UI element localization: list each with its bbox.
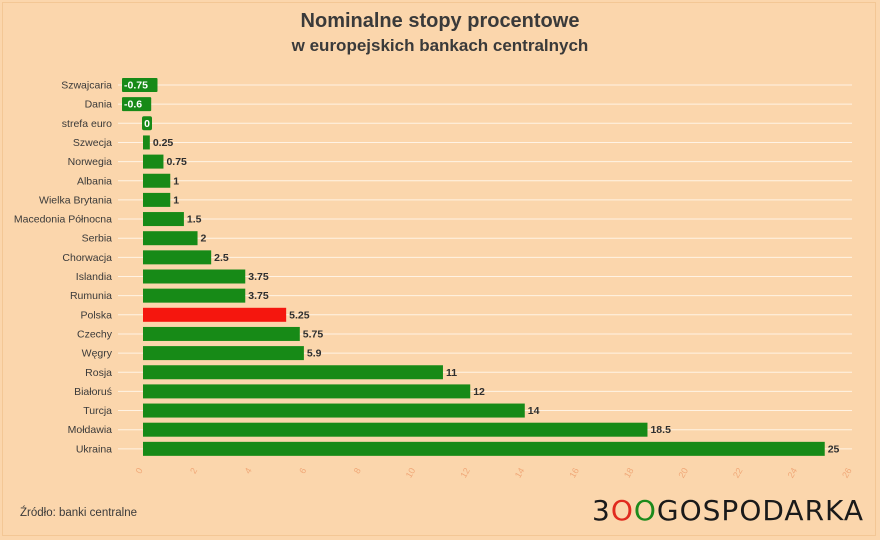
value-label: 5.9 — [307, 348, 322, 360]
category-label: Norwegia — [68, 156, 113, 168]
category-label: Chorwacja — [62, 252, 112, 264]
bar — [143, 365, 443, 380]
category-label: Szwajcaria — [61, 80, 112, 92]
category-label: Białoruś — [74, 386, 112, 398]
bar — [143, 135, 150, 150]
value-label: 1 — [173, 175, 179, 187]
category-label: strefa euro — [62, 118, 112, 130]
category-label: Turcja — [83, 405, 112, 417]
value-label: 0 — [144, 118, 150, 130]
category-label: Wielka Brytania — [39, 194, 112, 206]
x-tick-label: 22 — [731, 466, 745, 480]
category-label: Islandia — [76, 271, 112, 283]
bar — [143, 346, 304, 361]
bar — [143, 288, 246, 303]
category-label: Rumunia — [70, 290, 112, 302]
value-label: 18.5 — [650, 424, 671, 436]
value-label: 2.5 — [214, 252, 229, 264]
logo-part-text: GOSPODARKA — [656, 494, 865, 527]
bar — [142, 116, 152, 131]
bar — [143, 154, 164, 169]
bar — [143, 422, 648, 437]
category-label: Macedonia Północna — [14, 214, 112, 226]
x-tick-label: 0 — [134, 466, 145, 475]
bar — [122, 78, 158, 92]
category-label: Ukraina — [76, 443, 112, 455]
logo-part-o-green: O — [633, 494, 657, 527]
logo-part-3: 3 — [592, 494, 611, 527]
value-label: 1 — [173, 194, 179, 206]
chart-subtitle: w europejskich bankach centralnych — [291, 36, 589, 55]
value-label: 5.25 — [289, 309, 310, 321]
bar — [143, 250, 212, 265]
x-tick-label: 26 — [840, 466, 854, 480]
category-label: Węgry — [82, 348, 113, 360]
category-label: Dania — [85, 99, 113, 111]
value-label: -0.6 — [124, 99, 142, 111]
bar — [143, 384, 471, 399]
category-label: Rosja — [85, 367, 112, 379]
category-label: Polska — [80, 309, 112, 321]
bar — [143, 192, 171, 207]
bar — [143, 231, 198, 246]
x-tick-label: 2 — [188, 466, 199, 475]
value-label: 3.75 — [248, 271, 269, 283]
x-tick-label: 24 — [786, 466, 800, 480]
bar — [143, 212, 184, 227]
bar — [122, 97, 152, 112]
x-tick-label: 10 — [404, 466, 418, 480]
value-label: 3.75 — [248, 290, 269, 302]
value-label: 0.25 — [153, 137, 174, 149]
x-tick-label: 6 — [297, 466, 308, 475]
x-tick-label: 4 — [243, 466, 254, 475]
value-label: 1.5 — [187, 214, 202, 226]
category-label: Mołdawia — [68, 424, 113, 436]
x-tick-label: 8 — [352, 466, 363, 475]
source-note: Źródło: banki centralne — [20, 507, 137, 519]
brand-logo: 3OOGOSPODARKA — [592, 494, 864, 528]
value-label: 14 — [528, 405, 540, 417]
bar — [143, 307, 287, 322]
value-label: 5.75 — [303, 328, 324, 340]
value-label: 11 — [446, 367, 457, 379]
category-label: Serbia — [82, 233, 113, 245]
bar — [143, 269, 246, 284]
bar — [143, 326, 300, 341]
category-label: Szwecja — [73, 137, 112, 149]
category-label: Albania — [77, 175, 112, 187]
x-tick-label: 12 — [458, 466, 472, 480]
category-label: Czechy — [77, 328, 113, 340]
x-tick-label: 16 — [567, 466, 581, 480]
value-label: 0.75 — [166, 156, 187, 168]
value-label: 2 — [201, 233, 207, 245]
value-label: -0.75 — [124, 80, 148, 92]
value-label: 25 — [828, 443, 840, 455]
x-tick-label: 20 — [676, 466, 690, 480]
x-tick-label: 14 — [513, 466, 527, 480]
bar — [143, 441, 825, 456]
x-tick-label: 18 — [622, 466, 636, 480]
chart-title: Nominalne stopy procentowe — [300, 10, 580, 32]
bar — [143, 403, 525, 418]
value-label: 12 — [473, 386, 485, 398]
bar — [143, 173, 171, 188]
logo-part-o-red: O — [610, 494, 634, 527]
